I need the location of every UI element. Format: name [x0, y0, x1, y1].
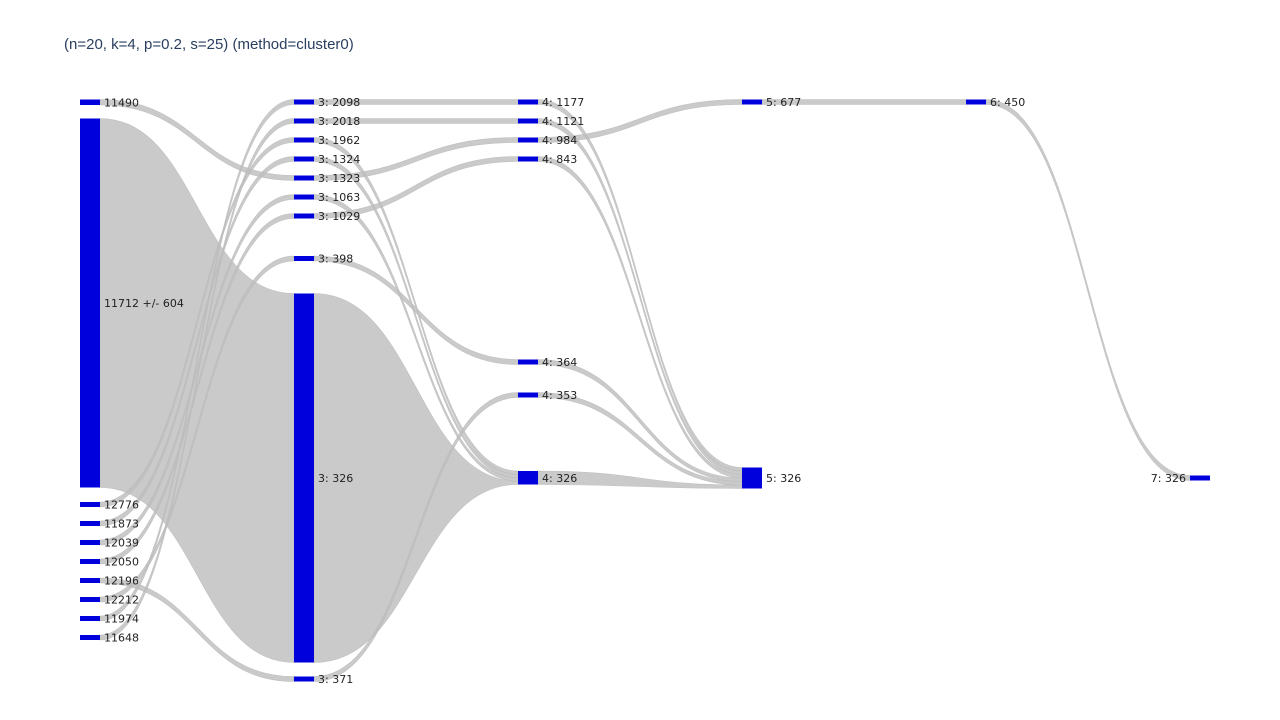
sankey-node-label-b2: 3: 1962 — [318, 134, 360, 147]
sankey-node-label-c6: 4: 326 — [542, 472, 577, 485]
links-layer — [99, 99, 1191, 682]
sankey-link-c3-d1 — [537, 156, 743, 479]
sankey-node-b4 — [294, 175, 314, 181]
sankey-node-label-c0: 4: 1177 — [542, 96, 584, 109]
sankey-node-a6 — [80, 578, 100, 583]
sankey-node-d0 — [742, 99, 762, 105]
sankey-node-label-b4: 3: 1323 — [318, 172, 360, 185]
sankey-node-a4 — [80, 540, 100, 545]
sankey-node-label-b1: 3: 2018 — [318, 115, 360, 128]
sankey-node-b0 — [294, 99, 314, 105]
sankey-node-a1 — [80, 118, 100, 488]
sankey-node-c3 — [518, 156, 538, 162]
sankey-node-b1 — [294, 118, 314, 124]
sankey-node-b7 — [294, 256, 314, 261]
sankey-node-label-a5: 12050 — [104, 556, 139, 569]
sankey-node-b3 — [294, 156, 314, 162]
sankey-node-c1 — [518, 118, 538, 124]
sankey-node-label-b9: 3: 371 — [318, 673, 353, 686]
sankey-node-label-a0: 11490 — [104, 96, 139, 109]
sankey-node-label-b6: 3: 1029 — [318, 210, 360, 223]
sankey-node-c0 — [518, 99, 538, 105]
sankey-node-label-a7: 12212 — [104, 594, 139, 607]
sankey-node-d1 — [742, 467, 762, 489]
sankey-node-label-a2: 12776 — [104, 499, 139, 512]
sankey-node-label-c2: 4: 984 — [542, 134, 577, 147]
sankey-node-label-e0: 6: 450 — [990, 96, 1025, 109]
sankey-link-e0-f0 — [985, 99, 1191, 481]
sankey-node-e0 — [966, 99, 986, 105]
sankey-node-label-b5: 3: 1063 — [318, 191, 360, 204]
sankey-node-a5 — [80, 559, 100, 564]
sankey-node-label-b7: 3: 398 — [318, 253, 353, 266]
sankey-node-a3 — [80, 521, 100, 526]
sankey-node-label-f0: 7: 326 — [1151, 472, 1186, 485]
sankey-node-b8 — [294, 293, 314, 663]
sankey-node-label-d1: 5: 326 — [766, 472, 801, 485]
sankey-node-label-c3: 4: 843 — [542, 153, 577, 166]
sankey-node-label-b3: 3: 1324 — [318, 153, 360, 166]
sankey-node-b9 — [294, 676, 314, 682]
sankey-node-b6 — [294, 213, 314, 219]
sankey-node-label-a4: 12039 — [104, 537, 139, 550]
sankey-node-b5 — [294, 194, 314, 200]
sankey-node-label-a6: 12196 — [104, 575, 139, 588]
sankey-node-label-c5: 4: 353 — [542, 389, 577, 402]
sankey-node-label-a3: 11873 — [104, 518, 139, 531]
sankey-node-c6 — [518, 471, 538, 485]
sankey-node-c2 — [518, 137, 538, 143]
sankey-node-label-c1: 4: 1121 — [542, 115, 584, 128]
sankey-node-f0 — [1190, 475, 1210, 481]
sankey-node-label-c4: 4: 364 — [542, 356, 577, 369]
sankey-node-a2 — [80, 502, 100, 507]
sankey-node-a7 — [80, 597, 100, 602]
sankey-node-label-a8: 11974 — [104, 613, 139, 626]
sankey-node-label-b0: 3: 2098 — [318, 96, 360, 109]
sankey-node-c5 — [518, 392, 538, 398]
sankey-node-a9 — [80, 635, 100, 640]
sankey-node-label-a9: 11648 — [104, 632, 139, 645]
sankey-node-label-d0: 5: 677 — [766, 96, 801, 109]
sankey-node-label-b8: 3: 326 — [318, 472, 353, 485]
sankey-node-a0 — [80, 99, 100, 105]
nodes-layer: 11490 11712 +/- 604 12776 11873 12039 12050 12… — [80, 96, 1210, 686]
sankey-node-c4 — [518, 359, 538, 365]
sankey-node-label-a1: 11712 +/- 604 — [104, 297, 184, 310]
chart-title: (n=20, k=4, p=0.2, s=25) (method=cluster… — [64, 36, 354, 53]
sankey-node-a8 — [80, 616, 100, 621]
sankey-node-b2 — [294, 137, 314, 143]
